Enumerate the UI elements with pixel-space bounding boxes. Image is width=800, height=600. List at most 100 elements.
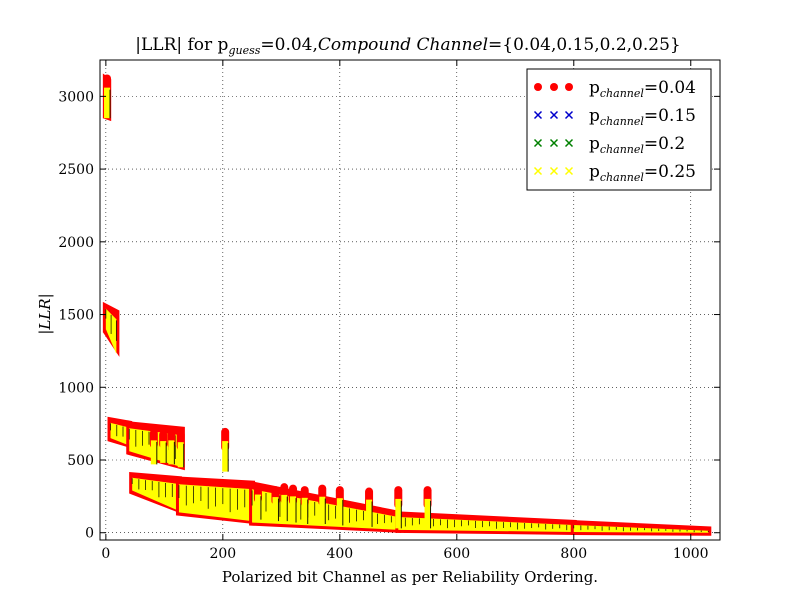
- legend-label: pchannel=0.2: [589, 134, 685, 156]
- spike-yellow: [281, 494, 288, 522]
- y-tick-label: 1500: [58, 308, 94, 324]
- data-spike: [280, 483, 289, 522]
- title-part2: =0.04,: [260, 35, 318, 55]
- legend-label-sub: channel: [600, 143, 644, 156]
- title-italic: Compound Channel: [318, 35, 488, 55]
- y-tick-label: 500: [67, 453, 94, 469]
- spike-yellow: [222, 441, 229, 472]
- spike-yellow: [254, 494, 261, 520]
- legend-label-sub: channel: [600, 171, 644, 184]
- spike-yellow: [395, 498, 402, 529]
- data-spike: [318, 484, 327, 524]
- legend-marker: [549, 166, 559, 176]
- data-spike: [176, 430, 185, 468]
- data-layer: [102, 73, 712, 536]
- legend-marker: [550, 83, 558, 91]
- chart-title: |LLR| for pguess=0.04,Compound Channel={…: [135, 35, 680, 57]
- yellow-series-region: [398, 517, 574, 532]
- spike-yellow: [336, 498, 343, 526]
- data-cluster: [570, 520, 712, 536]
- yellow-series-region: [132, 477, 179, 511]
- title-part1: |LLR| for p: [135, 35, 228, 55]
- legend-label-sub: channel: [600, 115, 644, 128]
- spike-yellow: [160, 441, 167, 463]
- legend-marker: [533, 138, 543, 148]
- legend-label-value: =0.25: [644, 162, 696, 182]
- spike-yellow: [150, 440, 157, 465]
- data-spike: [159, 430, 168, 463]
- legend-label-value: =0.04: [644, 78, 696, 98]
- y-tick-label: 3000: [58, 89, 94, 105]
- legend-marker: [549, 110, 559, 120]
- data-spike: [271, 486, 280, 522]
- data-spike: [365, 487, 374, 527]
- plot-frame: [99, 59, 721, 541]
- data-cluster: [395, 511, 577, 535]
- legend-marker: [549, 138, 559, 148]
- legend-marker: [533, 110, 543, 120]
- data-cluster: [175, 476, 256, 525]
- data-cluster: [129, 472, 182, 514]
- y-tick-label: 2000: [58, 235, 94, 251]
- data-spike: [149, 429, 158, 465]
- y-axis-title: |LLR|: [36, 293, 54, 334]
- spike-yellow: [366, 499, 373, 527]
- x-axis-title: Polarized bit Channel as per Reliability…: [222, 568, 598, 586]
- legend-label-sub: channel: [600, 87, 644, 100]
- legend-label: pchannel=0.15: [589, 106, 696, 128]
- data-spike: [289, 484, 298, 523]
- x-tick-label: 800: [560, 546, 587, 562]
- y-tick-label: 0: [85, 526, 94, 542]
- legend-entry: pchannel=0.25: [533, 162, 696, 184]
- data-cluster: [107, 416, 133, 449]
- yellow-series-region: [110, 422, 130, 446]
- x-tick-label: 400: [326, 546, 353, 562]
- spike-yellow: [177, 442, 184, 468]
- data-spike: [221, 427, 230, 472]
- x-tick-label: 1000: [673, 546, 709, 562]
- legend-entry: pchannel=0.04: [534, 78, 696, 100]
- spike-yellow: [424, 498, 431, 529]
- title-sub: guess: [228, 44, 260, 57]
- x-tick-label: 0: [101, 546, 110, 562]
- spike-yellow: [319, 496, 326, 524]
- legend-marker: [533, 166, 543, 176]
- title-part3: ={0.04,0.15,0.2,0.25}: [488, 35, 681, 55]
- legend-label: pchannel=0.25: [589, 162, 696, 184]
- legend: pchannel=0.04pchannel=0.15pchannel=0.2pc…: [526, 68, 712, 191]
- x-tick-label: 600: [443, 546, 470, 562]
- data-spike: [300, 486, 309, 524]
- legend-label-value: =0.2: [644, 134, 685, 154]
- ticks: 0 200 400 600 800 1000 0 500 1000 1500 2000 2500 300…: [58, 60, 720, 562]
- legend-label-base: p: [589, 106, 600, 126]
- data-spike: [394, 486, 403, 529]
- legend-label-base: p: [589, 78, 600, 98]
- legend-label-base: p: [589, 134, 600, 154]
- legend-entry: pchannel=0.2: [533, 134, 685, 156]
- spike-yellow: [104, 87, 111, 119]
- legend-entry: pchannel=0.15: [533, 106, 696, 128]
- data-spike: [335, 486, 344, 526]
- legend-marker: [564, 138, 574, 148]
- yellow-series-region: [573, 524, 709, 533]
- x-tick-label: 200: [209, 546, 236, 562]
- data-spike: [103, 74, 112, 119]
- data-spike: [423, 486, 432, 529]
- spike-yellow: [272, 497, 279, 522]
- legend-label-base: p: [589, 162, 600, 182]
- spike-yellow: [168, 440, 175, 465]
- y-tick-label: 1000: [58, 380, 94, 396]
- legend-label: pchannel=0.04: [589, 78, 696, 100]
- legend-marker: [564, 166, 574, 176]
- legend-label-value: =0.15: [644, 106, 696, 126]
- y-tick-label: 2500: [58, 162, 94, 178]
- data-spike: [167, 429, 176, 465]
- spike-yellow: [301, 497, 308, 524]
- spike-yellow: [290, 496, 297, 523]
- legend-marker: [565, 83, 573, 91]
- legend-box: [526, 68, 712, 191]
- legend-marker: [564, 110, 574, 120]
- data-cluster: [102, 301, 120, 357]
- data-spike: [253, 483, 262, 520]
